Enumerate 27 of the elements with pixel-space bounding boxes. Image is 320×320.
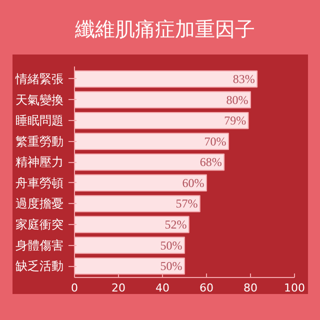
x-tick-label: 40 (156, 282, 170, 294)
data-label: 60% (182, 176, 204, 190)
data-label: 57% (176, 196, 198, 211)
y-tick-label: 家庭衝突 (16, 217, 64, 232)
data-label: 68% (200, 155, 222, 170)
x-tick-label: 0 (71, 282, 78, 294)
x-tick-label: 60 (200, 282, 214, 294)
x-tick-label: 100 (284, 282, 305, 294)
y-tick-label: 天氣變換 (16, 92, 64, 107)
data-label: 79% (224, 114, 246, 128)
y-tick-label: 舟車勞頓 (16, 176, 64, 190)
y-tick-label: 繁重勞動 (16, 134, 64, 148)
y-tick-label: 身體傷害 (16, 238, 64, 252)
data-label: 50% (160, 259, 182, 274)
x-tick-label: 20 (112, 282, 126, 294)
chart-title: 纖維肌痛症加重因子 (75, 16, 255, 43)
data-label: 50% (160, 238, 182, 252)
y-tick-label: 精神壓力 (16, 155, 64, 170)
y-tick-label: 缺乏活動 (16, 259, 64, 274)
y-tick-label: 睡眠問題 (16, 114, 64, 128)
y-tick-label: 情緒緊張 (14, 72, 64, 86)
data-label: 80% (226, 92, 248, 107)
data-label: 52% (164, 217, 187, 232)
data-label: 70% (204, 134, 226, 148)
y-tick-label: 過度擔憂 (16, 196, 64, 211)
data-label: 83% (232, 72, 255, 86)
x-tick-label: 80 (244, 282, 258, 294)
